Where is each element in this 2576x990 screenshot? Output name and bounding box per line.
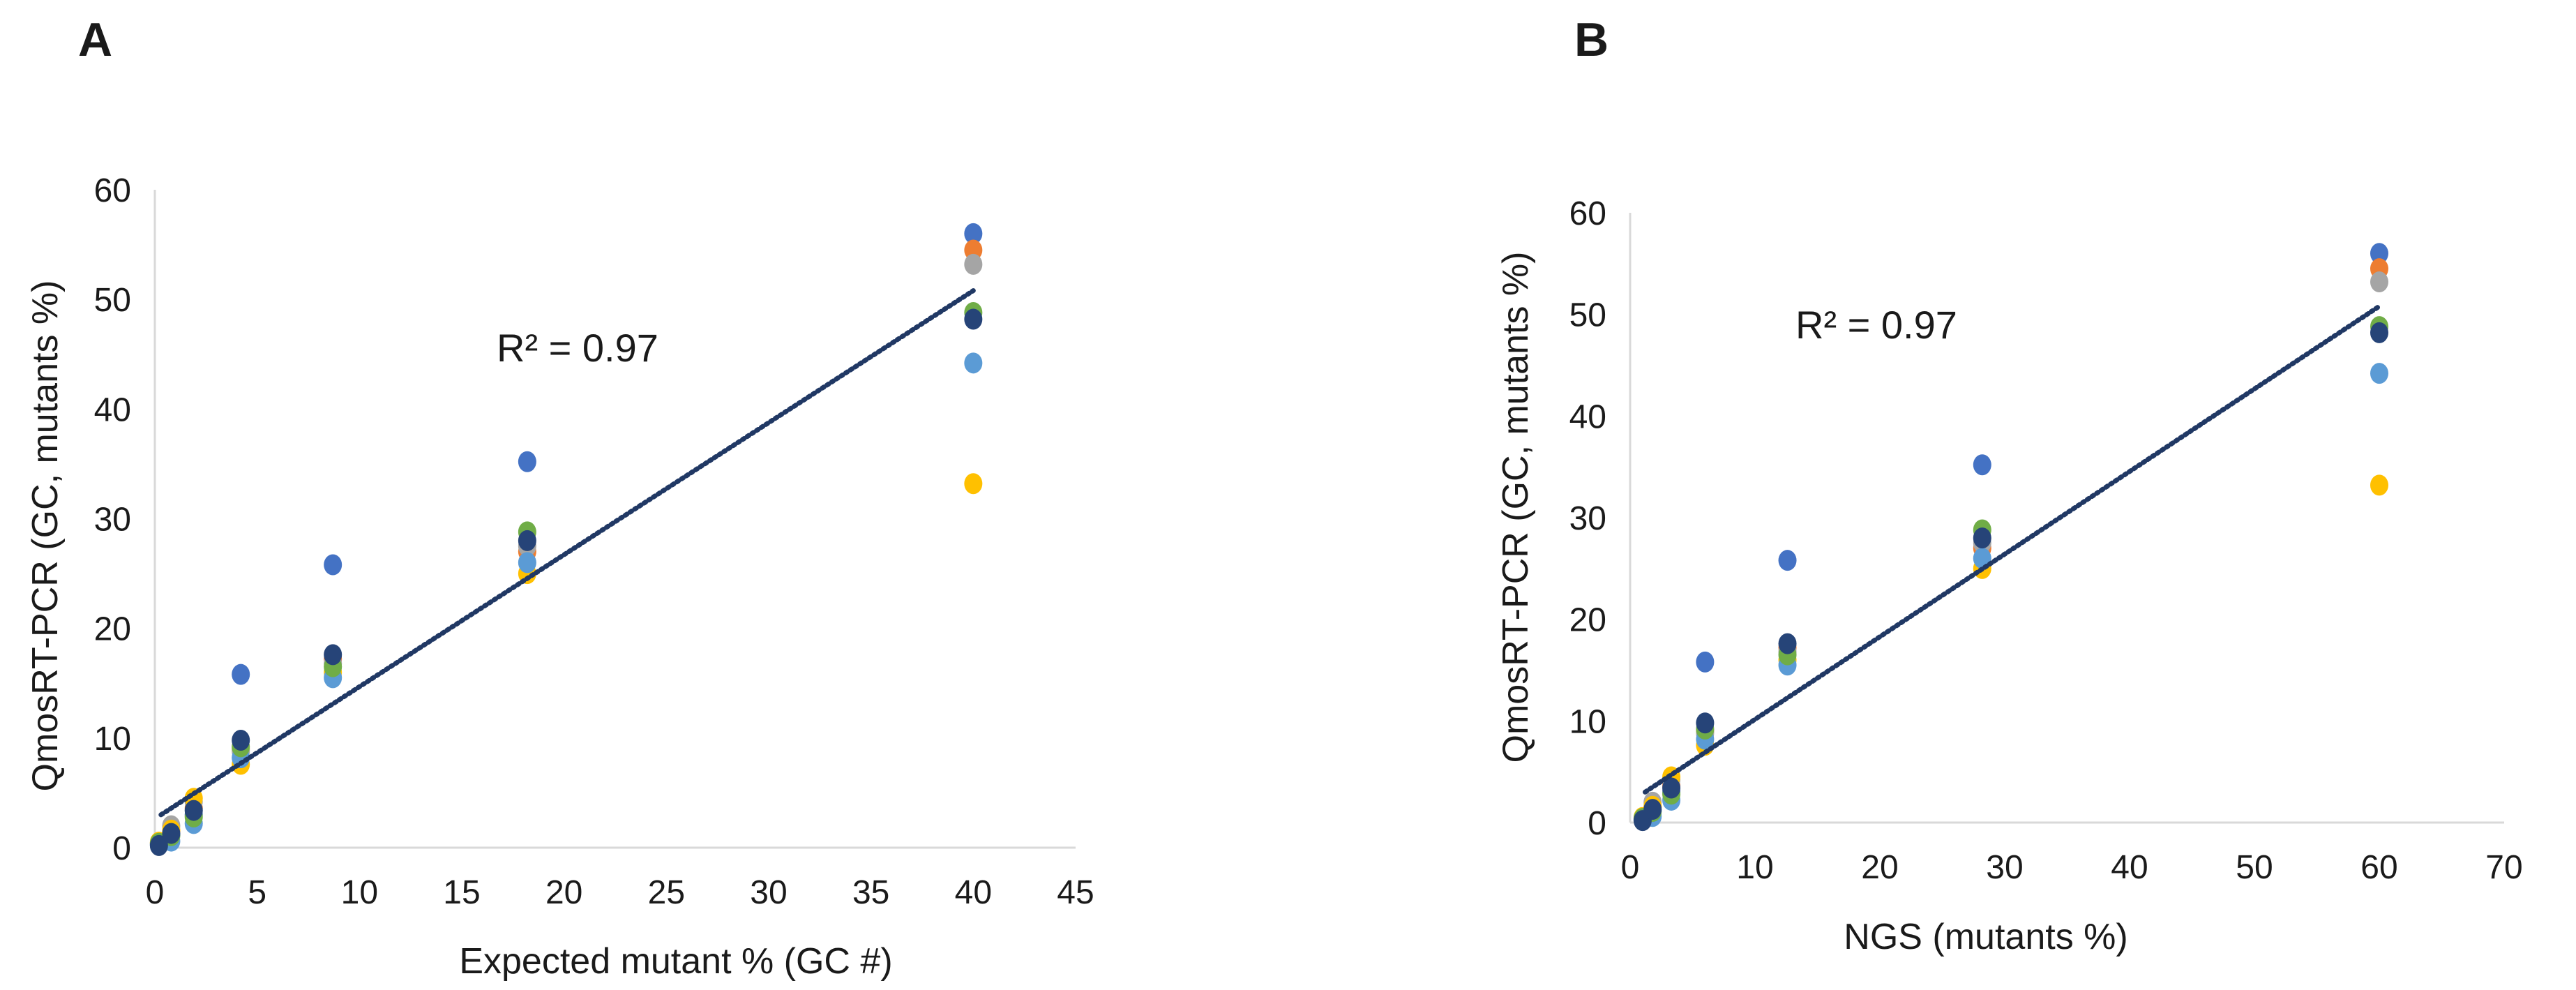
y-tick-label: 0 — [1588, 805, 1606, 842]
data-point — [1662, 777, 1681, 799]
y-tick-label: 20 — [94, 611, 131, 648]
data-point — [2370, 243, 2388, 264]
data-point — [1696, 712, 1715, 734]
chart-panel-b: B R² = 0.97 NGS (mutants %) QmosRT-PCR (… — [1288, 0, 2576, 990]
data-point — [1778, 550, 1797, 571]
y-tick-label: 60 — [1569, 195, 1606, 232]
scatter-chart-a: A R² = 0.97 Expected mutant % (GC #) Qmo… — [25, 13, 1094, 982]
x-axis-title-a: Expected mutant % (GC #) — [459, 941, 892, 982]
panel-label-b: B — [1574, 13, 1609, 66]
data-point — [1973, 548, 1991, 569]
r-squared-annotation-b: R² = 0.97 — [1795, 303, 1957, 347]
x-tick-label: 0 — [146, 874, 165, 911]
y-tick-label: 20 — [1569, 602, 1606, 639]
data-point — [2370, 322, 2388, 343]
data-point — [2370, 271, 2388, 293]
x-tick-label: 5 — [248, 874, 266, 911]
x-tick-label: 10 — [341, 874, 378, 911]
data-point — [964, 308, 983, 330]
data-point — [518, 451, 536, 472]
x-tick-label: 40 — [955, 874, 992, 911]
x-tick-label: 35 — [852, 874, 889, 911]
data-point — [1973, 454, 1991, 476]
data-point — [518, 552, 536, 573]
y-tick-label: 10 — [94, 721, 131, 758]
trendline-a — [158, 288, 976, 818]
x-tick-label: 10 — [1736, 849, 1773, 886]
y-tick-label: 40 — [1569, 398, 1606, 435]
data-point — [964, 352, 983, 374]
data-point — [1778, 633, 1797, 654]
x-tick-label: 20 — [545, 874, 582, 911]
y-axis-title-a: QmosRT-PCR (GC, mutants %) — [25, 280, 66, 792]
y-tick-label: 50 — [1569, 297, 1606, 334]
y-axis-title-b: QmosRT-PCR (GC, mutants %) — [1496, 252, 1536, 763]
data-point — [162, 823, 181, 844]
y-tick-label: 0 — [112, 830, 131, 867]
data-point — [184, 800, 203, 821]
x-tick-label: 70 — [2485, 849, 2522, 886]
trendline-b — [1642, 303, 2382, 795]
data-point — [2370, 474, 2388, 496]
x-tick-label: 40 — [2111, 849, 2148, 886]
data-point — [964, 223, 983, 244]
data-point — [1643, 799, 1662, 820]
x-tick-label: 0 — [1621, 849, 1640, 886]
x-tick-label: 45 — [1057, 874, 1094, 911]
chart-panel-a: A R² = 0.97 Expected mutant % (GC #) Qmo… — [25, 13, 1094, 982]
x-tick-label: 50 — [2236, 849, 2273, 886]
data-point — [2370, 363, 2388, 384]
data-point — [149, 834, 168, 856]
data-point — [232, 729, 250, 751]
r-squared-annotation-a: R² = 0.97 — [497, 326, 658, 370]
y-tick-label: 30 — [94, 502, 131, 539]
x-axis-title-b: NGS (mutants %) — [1844, 917, 2127, 957]
x-tick-label: 30 — [1986, 849, 2023, 886]
data-point — [324, 554, 342, 576]
scatter-chart-b: B R² = 0.97 NGS (mutants %) QmosRT-PCR (… — [1496, 13, 2523, 957]
x-tick-label: 20 — [1861, 849, 1898, 886]
y-tick-label: 60 — [94, 172, 131, 209]
x-tick-label: 30 — [750, 874, 787, 911]
x-tick-label: 25 — [648, 874, 685, 911]
y-tick-label: 40 — [94, 391, 131, 428]
data-point — [964, 253, 983, 275]
data-point — [232, 663, 250, 685]
panel-label-a: A — [78, 13, 112, 66]
x-tick-label: 15 — [443, 874, 480, 911]
data-point — [964, 473, 983, 495]
y-tick-label: 10 — [1569, 703, 1606, 740]
data-point — [1696, 651, 1715, 673]
y-tick-label: 50 — [94, 282, 131, 319]
data-point — [1973, 527, 1991, 549]
data-point — [324, 644, 342, 666]
x-tick-label: 60 — [2360, 849, 2397, 886]
data-point — [518, 530, 536, 551]
y-tick-label: 30 — [1569, 500, 1606, 537]
